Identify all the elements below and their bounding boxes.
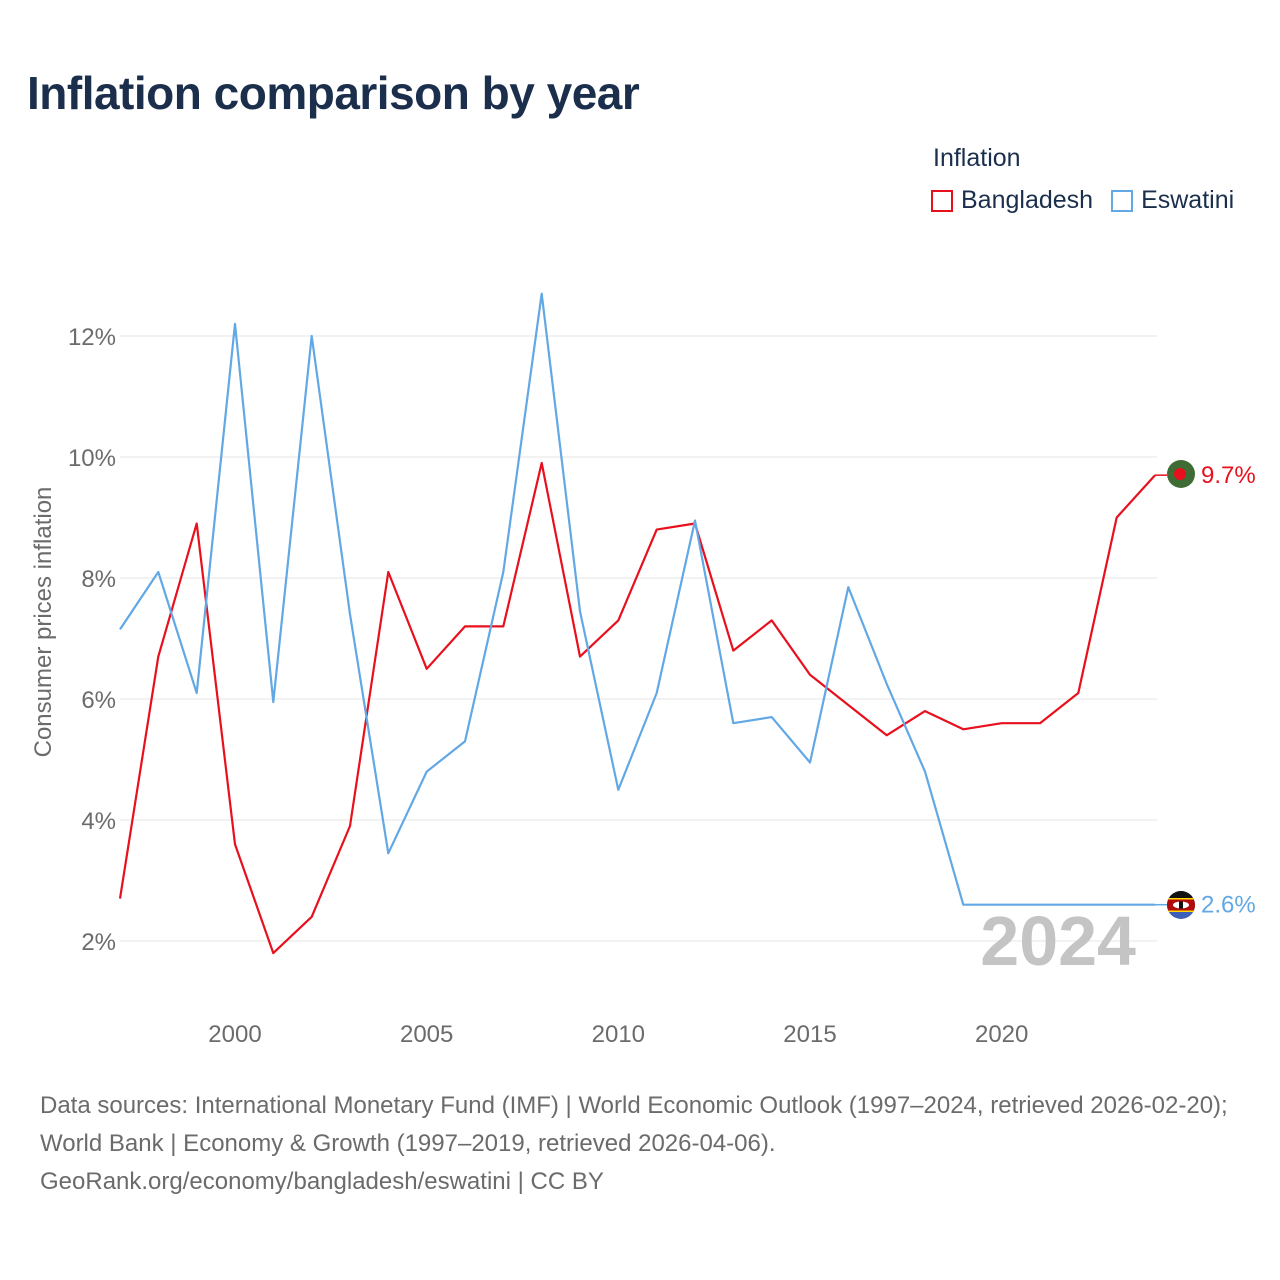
chart-title: Inflation comparison by year <box>27 67 640 119</box>
series-line-bangladesh <box>118 461 1156 955</box>
legend-item-bangladesh[interactable]: Bangladesh <box>931 186 1093 215</box>
x-tick-label: 2000 <box>208 1021 261 1048</box>
line-chart: 2% 4% 6% 8% 10% 12% 2000 2005 2010 2015 2020 Cons… <box>30 292 1256 1048</box>
legend-swatch-bangladesh <box>931 189 953 212</box>
legend-label-bangladesh: Bangladesh <box>961 186 1094 214</box>
series-end-labels: 9.7% 2.6% <box>1201 462 1256 919</box>
y-tick-label: 4% <box>81 808 116 835</box>
end-label-bangladesh: 9.7% <box>1201 462 1256 489</box>
legend: Bangladesh Eswatini <box>931 186 1252 215</box>
series-lines <box>118 292 1167 955</box>
gridlines <box>120 335 1157 942</box>
y-tick-label: 2% <box>81 929 116 956</box>
x-tick-label: 2005 <box>400 1021 453 1048</box>
y-axis-label: Consumer prices inflation <box>30 487 57 758</box>
series-end-markers <box>1167 460 1195 919</box>
y-tick-label: 10% <box>68 445 116 472</box>
x-axis-tick-labels: 2000 2005 2010 2015 2020 <box>208 1021 1028 1048</box>
legend-title: Inflation <box>933 144 1021 172</box>
source-note: Data sources: International Monetary Fun… <box>40 1087 1250 1201</box>
year-watermark: 2024 <box>980 902 1136 980</box>
eswatini-flag-icon <box>1167 891 1195 919</box>
x-tick-label: 2015 <box>783 1021 836 1048</box>
legend-item-eswatini[interactable]: Eswatini <box>1111 186 1234 215</box>
legend-swatch-eswatini <box>1111 189 1134 212</box>
end-label-eswatini: 2.6% <box>1201 892 1256 919</box>
x-tick-label: 2020 <box>975 1021 1028 1048</box>
bangladesh-flag-icon <box>1167 460 1195 488</box>
y-tick-label: 8% <box>81 566 116 593</box>
source-url[interactable]: GeoRank.org/economy/bangladesh/eswatini … <box>40 1168 604 1195</box>
y-tick-label: 12% <box>68 324 116 351</box>
x-tick-label: 2010 <box>592 1021 645 1048</box>
y-axis-tick-labels: 2% 4% 6% 8% 10% 12% <box>68 324 116 956</box>
series-line-eswatini <box>119 292 1155 906</box>
source-text: Data sources: International Monetary Fun… <box>40 1092 1228 1157</box>
legend-label-eswatini: Eswatini <box>1141 186 1235 214</box>
y-tick-label: 6% <box>81 687 116 714</box>
